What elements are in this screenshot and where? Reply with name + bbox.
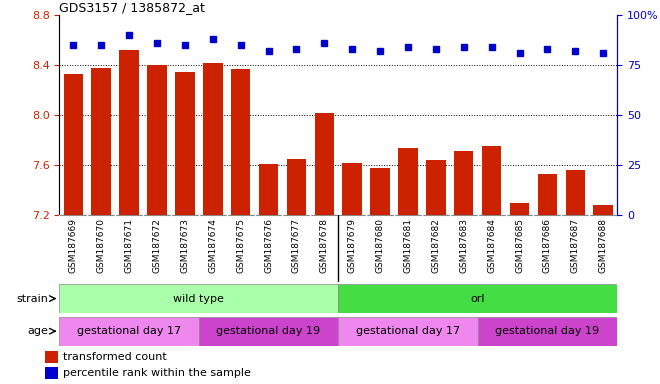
Bar xyxy=(510,203,529,215)
Bar xyxy=(315,113,334,215)
Bar xyxy=(426,160,446,215)
Text: gestational day 17: gestational day 17 xyxy=(356,326,460,336)
Bar xyxy=(478,317,617,346)
Bar xyxy=(147,65,167,215)
Bar xyxy=(370,167,390,215)
Text: orl: orl xyxy=(471,293,485,304)
Bar xyxy=(566,170,585,215)
Bar xyxy=(482,146,502,215)
Text: percentile rank within the sample: percentile rank within the sample xyxy=(63,368,251,378)
Text: GDS3157 / 1385872_at: GDS3157 / 1385872_at xyxy=(59,1,205,14)
Bar xyxy=(45,351,58,362)
Text: age: age xyxy=(27,326,48,336)
Text: gestational day 19: gestational day 19 xyxy=(495,326,599,336)
Bar xyxy=(454,151,473,215)
Bar xyxy=(398,148,418,215)
Text: wild type: wild type xyxy=(174,293,224,304)
Bar xyxy=(343,163,362,215)
Bar xyxy=(203,63,222,215)
Bar xyxy=(63,74,83,215)
Bar xyxy=(59,284,338,313)
Bar xyxy=(338,317,478,346)
Bar xyxy=(338,284,617,313)
Text: gestational day 17: gestational day 17 xyxy=(77,326,182,336)
Text: strain: strain xyxy=(16,293,48,304)
Bar xyxy=(259,164,279,215)
Text: gestational day 19: gestational day 19 xyxy=(216,326,321,336)
Bar xyxy=(175,71,195,215)
Bar xyxy=(231,69,250,215)
Text: transformed count: transformed count xyxy=(63,352,166,362)
Bar xyxy=(59,317,199,346)
Bar xyxy=(119,50,139,215)
Bar xyxy=(593,205,613,215)
Bar xyxy=(92,68,111,215)
Bar xyxy=(286,159,306,215)
Bar xyxy=(538,174,557,215)
Bar xyxy=(199,317,338,346)
Bar xyxy=(45,367,58,379)
